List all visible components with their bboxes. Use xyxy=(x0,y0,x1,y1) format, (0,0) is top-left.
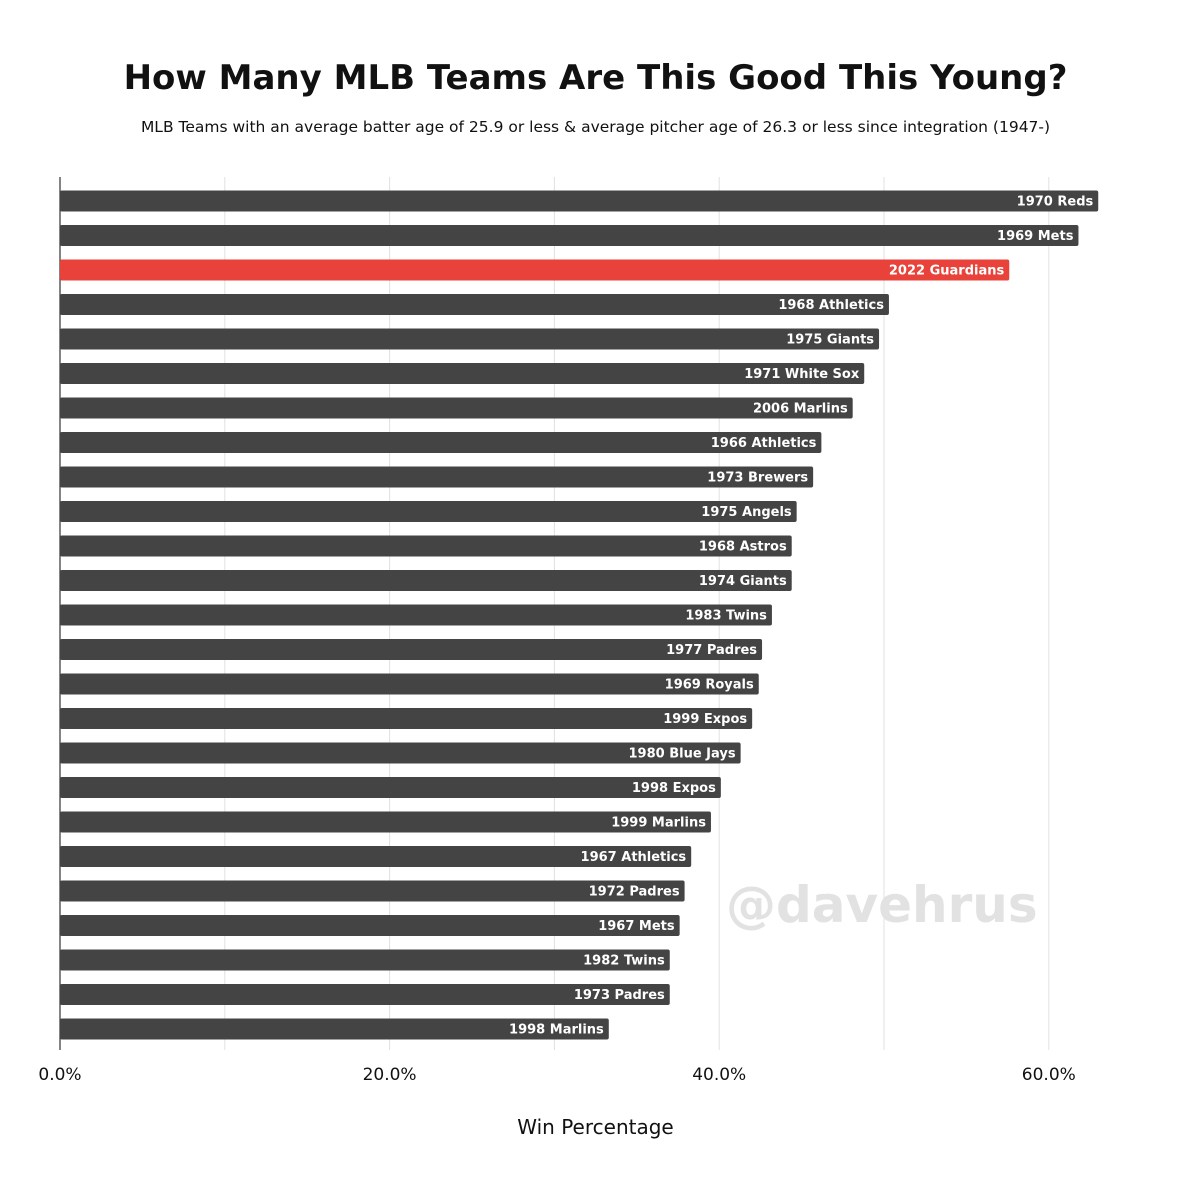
bar-label: 1977 Padres xyxy=(666,643,757,658)
bar-label: 1971 White Sox xyxy=(744,367,860,382)
bar-label: 1970 Reds xyxy=(1017,195,1094,210)
bar-1971-white-sox xyxy=(60,363,865,384)
x-tick-label: 60.0% xyxy=(1022,1065,1076,1085)
bar-1970-reds xyxy=(60,190,1099,212)
bar-label: 1975 Angels xyxy=(701,505,792,520)
bar-1968-astros xyxy=(60,535,792,557)
x-axis-label: Win Percentage xyxy=(517,1115,674,1139)
watermark: @davehrus xyxy=(726,876,1038,934)
bar-label: 1999 Marlins xyxy=(611,816,706,831)
bar-1973-padres xyxy=(60,984,670,1005)
bar-label: 1967 Athletics xyxy=(581,850,687,865)
bar-1999-marlins xyxy=(60,811,711,833)
bar-label: 1974 Giants xyxy=(699,574,787,589)
bar-1977-padres xyxy=(60,639,763,660)
bar-1969-royals xyxy=(60,673,759,695)
bar-label: 1972 Padres xyxy=(589,885,680,900)
bar-label: 1982 Twins xyxy=(583,954,665,969)
bar-1998-expos xyxy=(60,777,721,798)
bar-label: 1999 Expos xyxy=(663,712,747,727)
x-tick-label: 20.0% xyxy=(363,1065,417,1085)
bar-label: 1966 Athletics xyxy=(711,436,817,451)
x-tick-label: 0.0% xyxy=(38,1065,81,1085)
bar-1998-marlins xyxy=(60,1018,609,1040)
bar-1972-padres xyxy=(60,880,685,902)
bar-label: 2006 Marlins xyxy=(753,402,848,417)
bar-label: 1973 Padres xyxy=(574,988,665,1003)
bar-label: 1980 Blue Jays xyxy=(629,747,736,762)
bar-1967-mets xyxy=(60,915,680,936)
bar-label: 1998 Marlins xyxy=(509,1023,604,1038)
bar-label: 2022 Guardians xyxy=(889,264,1005,279)
bar-label: 1998 Expos xyxy=(632,781,716,796)
chart-title: How Many MLB Teams Are This Good This Yo… xyxy=(123,58,1068,98)
bar-1999-expos xyxy=(60,708,753,729)
bar-1980-blue-jays xyxy=(60,742,741,764)
bar-1975-angels xyxy=(60,501,797,522)
bar-1969-mets xyxy=(60,225,1079,246)
bar-label: 1983 Twins xyxy=(685,609,767,624)
x-tick-label: 40.0% xyxy=(692,1065,746,1085)
bar-label: 1968 Astros xyxy=(699,540,787,555)
bar-label: 1968 Athletics xyxy=(778,298,884,313)
bar-1983-twins xyxy=(60,604,772,626)
bar-1966-athletics xyxy=(60,432,822,453)
bar-1974-giants xyxy=(60,570,792,591)
bar-label: 1969 Royals xyxy=(665,678,754,693)
bar-1975-giants xyxy=(60,328,880,350)
bar-2022-guardians xyxy=(60,259,1010,281)
bar-label: 1967 Mets xyxy=(598,919,675,934)
bar-1968-athletics xyxy=(60,294,889,315)
bar-1973-brewers xyxy=(60,466,814,488)
bar-1967-athletics xyxy=(60,846,692,867)
bar-1982-twins xyxy=(60,949,670,971)
chart-subtitle: MLB Teams with an average batter age of … xyxy=(140,118,1051,136)
bar-label: 1969 Mets xyxy=(997,229,1074,244)
bar-2006-marlins xyxy=(60,397,853,419)
bar-label: 1973 Brewers xyxy=(707,471,808,486)
bar-label: 1975 Giants xyxy=(786,333,874,348)
